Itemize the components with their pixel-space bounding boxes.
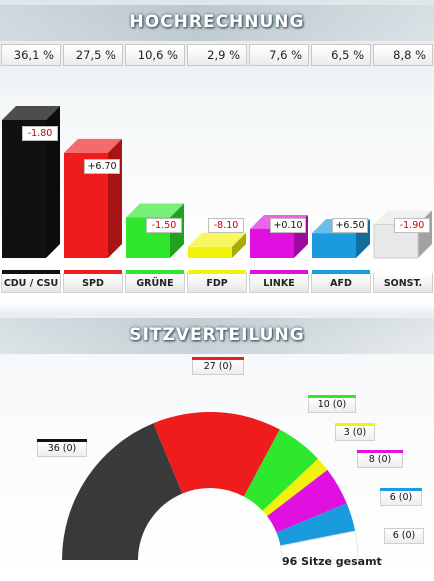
party-color-stripe xyxy=(2,270,60,274)
party-linke: LINKE xyxy=(249,270,309,293)
party-name: LINKE xyxy=(263,278,295,289)
party-color-stripe xyxy=(188,270,246,274)
seat-label-cdu-csu: 36 (0) xyxy=(37,439,87,457)
party-fdp: FDP xyxy=(187,270,247,293)
seat-color-stripe xyxy=(380,488,422,491)
bar-top-grüne xyxy=(126,203,184,218)
seat-value: 3 (0) xyxy=(343,427,367,438)
bar-side-fdp xyxy=(232,232,246,258)
seat-value: 27 (0) xyxy=(203,361,233,372)
percent-grüne: 10,6 % xyxy=(125,44,185,66)
seat-segment-afd xyxy=(276,503,356,546)
bar-fdp xyxy=(188,232,246,258)
seat-label-fdp: 3 (0) xyxy=(335,423,375,441)
seat-color-stripe xyxy=(192,357,244,360)
change-spd: +6.70 xyxy=(84,158,120,174)
party-color-stripe xyxy=(64,270,122,274)
seat-value: 6 (0) xyxy=(392,530,416,541)
seat-segment-linke xyxy=(267,469,347,533)
change-cdu-csu: -1.80 xyxy=(22,126,58,141)
seat-label-afd: 6 (0) xyxy=(380,488,422,506)
party-spd: SPD xyxy=(63,270,123,293)
party-grüne: GRÜNE xyxy=(125,270,185,293)
party-name: FDP xyxy=(206,278,228,289)
bar-front-linke xyxy=(250,228,294,258)
seat-label-linke: 8 (0) xyxy=(357,450,403,468)
seat-value: 10 (0) xyxy=(317,399,347,410)
change-grüne: -1.50 xyxy=(146,218,182,233)
seat-color-stripe xyxy=(335,423,375,426)
party-name: SONST. xyxy=(383,278,423,289)
party-name: AFD xyxy=(330,278,352,289)
party-name: CDU / CSU xyxy=(3,278,59,289)
percent-linke: 7,6 % xyxy=(249,44,309,66)
change-linke: +0.10 xyxy=(270,218,306,233)
seat-value: 6 (0) xyxy=(389,492,413,503)
seat-segment-sonst xyxy=(280,530,359,561)
party-color-stripe xyxy=(126,270,184,274)
party-color-stripe xyxy=(250,270,308,274)
seat-label-sonst: 6 (0) xyxy=(384,528,424,544)
seat-color-stripe xyxy=(37,439,87,442)
bar-top-spd xyxy=(64,138,122,153)
bar-front-fdp xyxy=(188,246,232,258)
seat-label-grüne: 10 (0) xyxy=(308,395,356,413)
party-color-stripe xyxy=(312,270,370,274)
bar-top-cdu-csu xyxy=(2,106,60,120)
bar-side-cdu-csu xyxy=(46,106,60,258)
seat-total: 96 Sitze gesamt xyxy=(282,555,382,568)
change-sonst: -1.90 xyxy=(394,218,430,233)
bar-front-afd xyxy=(312,233,356,258)
seat-value: 8 (0) xyxy=(368,454,392,465)
seat-segment-grüne xyxy=(243,429,319,511)
party-name: SPD xyxy=(82,278,104,289)
percent-sonst: 8,8 % xyxy=(373,44,433,66)
party-cdu-csu: CDU / CSU xyxy=(1,270,61,293)
hochrechnung-title: HOCHRECHNUNG xyxy=(129,12,305,32)
seat-color-stripe xyxy=(384,526,424,529)
change-afd: +6.50 xyxy=(332,218,368,233)
seat-segment-fdp xyxy=(262,458,328,517)
percent-cdu-csu: 36,1 % xyxy=(1,44,61,66)
sitzverteilung-banner xyxy=(0,318,434,354)
party-sonst: SONST. xyxy=(373,270,433,293)
party-color-stripe xyxy=(374,270,432,274)
seat-value: 36 (0) xyxy=(47,443,77,454)
hochrechnung-banner xyxy=(0,5,434,41)
seat-color-stripe xyxy=(357,450,403,453)
seat-color-stripe xyxy=(308,395,356,398)
percent-afd: 6,5 % xyxy=(311,44,371,66)
sitzverteilung-title: SITZVERTEILUNG xyxy=(129,325,305,345)
change-fdp: -8.10 xyxy=(208,218,244,233)
party-afd: AFD xyxy=(311,270,371,293)
percent-spd: 27,5 % xyxy=(63,44,123,66)
seat-segment-spd xyxy=(153,412,280,497)
bar-cdu-csu xyxy=(2,106,60,258)
seat-segment-cdu-csu xyxy=(62,423,183,560)
percent-fdp: 2,9 % xyxy=(187,44,247,66)
bar-front-cdu-csu xyxy=(2,120,46,258)
bar-top-fdp xyxy=(188,232,246,247)
party-name: GRÜNE xyxy=(136,278,174,289)
seat-label-spd: 27 (0) xyxy=(192,357,244,375)
